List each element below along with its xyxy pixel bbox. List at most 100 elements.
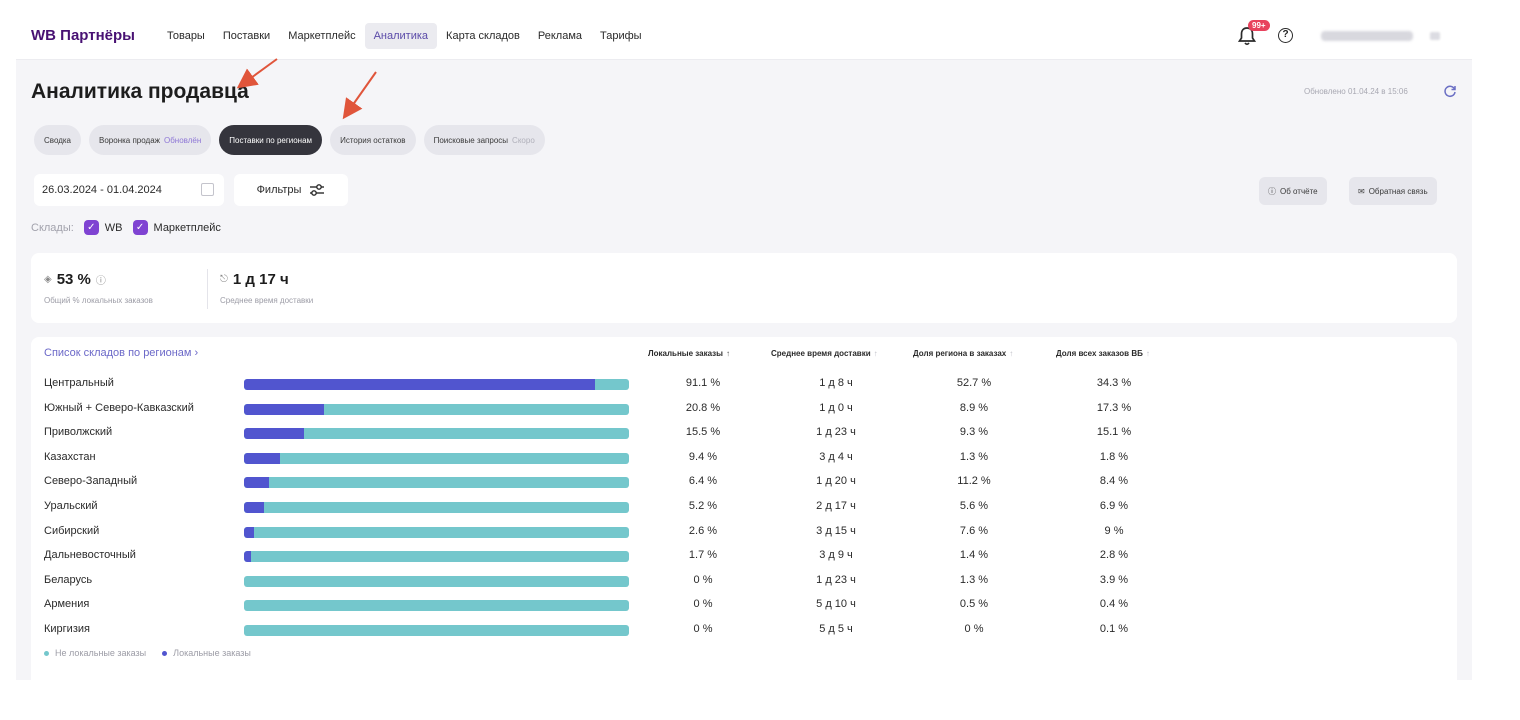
total-share-cell: 0.1 % — [1099, 623, 1129, 635]
nav-item-supplies[interactable]: Поставки — [222, 30, 271, 42]
feedback-button[interactable]: ✉ Обратная связь — [1349, 177, 1437, 205]
nav-item-warehouse-map[interactable]: Карта складов — [446, 30, 520, 42]
total-share-cell: 3.9 % — [1099, 573, 1129, 586]
nav-item-products[interactable]: Товары — [167, 30, 205, 42]
local-orders-bar-fill — [244, 526, 254, 538]
region-share-cell: 0.5 % — [959, 598, 989, 611]
region-name: Казахстан — [44, 450, 96, 463]
local-orders-cell: 9.4 % — [688, 450, 718, 463]
about-report-label: Об отчёте — [1280, 186, 1318, 196]
chart-legend: Не локальные заказы Локальные заказы — [44, 648, 251, 658]
sort-icon: ↑ — [1009, 349, 1014, 358]
local-orders-bar-fill — [244, 428, 304, 440]
local-orders-bar — [244, 403, 629, 415]
region-name: Киргизия — [44, 623, 90, 635]
local-orders-bar — [244, 502, 629, 513]
tab-sales-funnel[interactable]: Воронка продаж Обновлён — [89, 125, 212, 155]
column-local-orders[interactable]: Локальные заказы ↑ — [648, 349, 730, 358]
page-title: Аналитика продавца — [31, 80, 249, 103]
checkbox-marketplace[interactable]: ✓ — [132, 220, 148, 235]
tab-label: Поставки по регионам — [229, 135, 313, 145]
table-row[interactable]: Уральский 5.2 % 2 д 17 ч 5.6 % 6.9 % — [31, 497, 1457, 521]
table-row[interactable]: Приволжский 15.5 % 1 д 23 ч 9.3 % 15.1 % — [31, 423, 1457, 447]
region-share-cell: 11.2 % — [957, 475, 991, 488]
kpi-label: Общий % локальных заказов — [44, 296, 153, 305]
warehouse-list-link[interactable]: Список складов по регионам › — [44, 347, 199, 359]
table-row[interactable]: Северо-Западный 6.4 % 1 д 20 ч 11.2 % 8.4 % — [31, 472, 1457, 496]
table-row[interactable]: Сибирский 2.6 % 3 д 15 ч 7.6 % 9 % — [31, 522, 1457, 546]
table-row[interactable]: Дальневосточный 1.7 % 3 д 9 ч 1.4 % 2.8 % — [31, 546, 1457, 570]
kpi-delivery-time: ⎋ 1 д 17 ч Среднее время доставки — [220, 271, 313, 305]
date-range-value: 26.03.2024 - 01.04.2024 — [42, 184, 162, 196]
region-name: Сибирский — [44, 524, 100, 537]
local-orders-cell: 15.5 % — [685, 426, 721, 439]
help-icon[interactable]: ? — [1278, 28, 1293, 43]
column-label: Доля региона в заказах — [913, 349, 1007, 358]
local-orders-cell: 0 % — [693, 573, 713, 586]
region-name: Северо-Западный — [44, 475, 138, 488]
info-circle-icon: ⓘ — [1268, 186, 1276, 196]
filters-button[interactable]: Фильтры — [234, 174, 348, 206]
tab-stock-history[interactable]: История остатков — [330, 125, 416, 155]
tab-summary[interactable]: Сводка — [34, 125, 82, 155]
tab-search-queries[interactable]: Поисковые запросы Скоро — [423, 125, 545, 155]
legend-dot — [44, 651, 49, 657]
kpi-value: 53 % — [56, 271, 91, 288]
notifications-badge: 99+ — [1248, 20, 1270, 31]
region-share-cell: 1.3 % — [959, 450, 989, 463]
regions-table: Список складов по регионам › Локальные з… — [31, 337, 1457, 680]
nav-item-tariffs[interactable]: Тарифы — [600, 30, 642, 42]
total-share-cell: 34.3 % — [1096, 377, 1132, 389]
region-share-cell: 1.4 % — [959, 549, 989, 562]
checkbox-wb-label[interactable]: WB — [104, 221, 123, 234]
local-orders-bar — [244, 600, 629, 612]
region-name: Дальневосточный — [44, 549, 136, 562]
table-row[interactable]: Центральный 91.1 % 1 д 8 ч 52.7 % 34.3 % — [31, 374, 1457, 398]
table-row[interactable]: Беларусь 0 % 1 д 23 ч 1.3 % 3.9 % — [31, 571, 1457, 595]
table-row[interactable]: Южный + Северо-Кавказский 20.8 % 1 д 0 ч 8.… — [31, 399, 1457, 423]
user-menu-icon[interactable] — [1430, 32, 1440, 40]
checkbox-marketplace-label[interactable]: Маркетплейс — [153, 221, 221, 234]
column-delivery-time[interactable]: Среднее время доставки ↑ — [771, 349, 878, 358]
calendar-icon[interactable] — [201, 183, 214, 196]
chat-icon: ✉ — [1358, 186, 1365, 196]
total-share-cell: 0.4 % — [1099, 598, 1129, 611]
app-frame: WB Партнёры Товары Поставки Маркетплейс … — [16, 0, 1472, 680]
nav-item-ads[interactable]: Реклама — [537, 30, 583, 42]
date-range-input[interactable]: 26.03.2024 - 01.04.2024 — [34, 174, 224, 206]
feedback-label: Обратная связь — [1368, 186, 1428, 196]
nav-item-analytics[interactable]: Аналитика — [364, 23, 438, 49]
sort-icon: ↑ — [873, 349, 878, 358]
checkbox-wb[interactable]: ✓ — [83, 220, 99, 235]
sliders-icon — [310, 184, 325, 196]
truck-icon: ⎋ — [220, 274, 228, 285]
delivery-time-cell: 3 д 9 ч — [819, 549, 853, 562]
legend-dot — [162, 651, 168, 657]
tab-supplies-by-region[interactable]: Поставки по регионам — [219, 125, 323, 155]
region-name: Армения — [44, 598, 90, 611]
region-name: Приволжский — [44, 426, 113, 439]
column-region-share[interactable]: Доля региона в заказах ↑ — [913, 349, 1013, 358]
local-orders-cell: 2.6 % — [688, 524, 718, 537]
delivery-time-cell: 5 д 10 ч — [816, 598, 856, 611]
total-share-cell: 8.4 % — [1099, 475, 1129, 488]
delivery-time-cell: 1 д 0 ч — [819, 401, 853, 414]
nav-item-marketplace[interactable]: Маркетплейс — [288, 30, 356, 42]
top-bar: WB Партнёры Товары Поставки Маркетплейс … — [16, 0, 1472, 60]
kpi-value: 1 д 17 ч — [232, 271, 289, 288]
user-name-blurred[interactable] — [1321, 31, 1413, 41]
info-icon[interactable]: ⓘ — [95, 276, 106, 287]
local-orders-bar — [244, 428, 629, 440]
about-report-button[interactable]: ⓘ Об отчёте — [1259, 177, 1327, 205]
region-share-cell: 8.9 % — [959, 401, 989, 414]
local-orders-cell: 1.7 % — [688, 549, 718, 562]
table-row[interactable]: Киргизия 0 % 5 д 5 ч 0 % 0.1 % — [31, 620, 1457, 644]
table-row[interactable]: Казахстан 9.4 % 3 д 4 ч 1.3 % 1.8 % — [31, 448, 1457, 472]
column-total-share[interactable]: Доля всех заказов ВБ ↑ — [1056, 349, 1150, 358]
sort-icon: ↑ — [1145, 349, 1150, 358]
tab-note: Скоро — [512, 135, 535, 145]
total-share-cell: 6.9 % — [1099, 500, 1129, 512]
refresh-icon[interactable] — [1443, 84, 1457, 98]
table-row[interactable]: Армения 0 % 5 д 10 ч 0.5 % 0.4 % — [31, 595, 1457, 619]
brand-logo[interactable]: WB Партнёры — [31, 27, 135, 44]
